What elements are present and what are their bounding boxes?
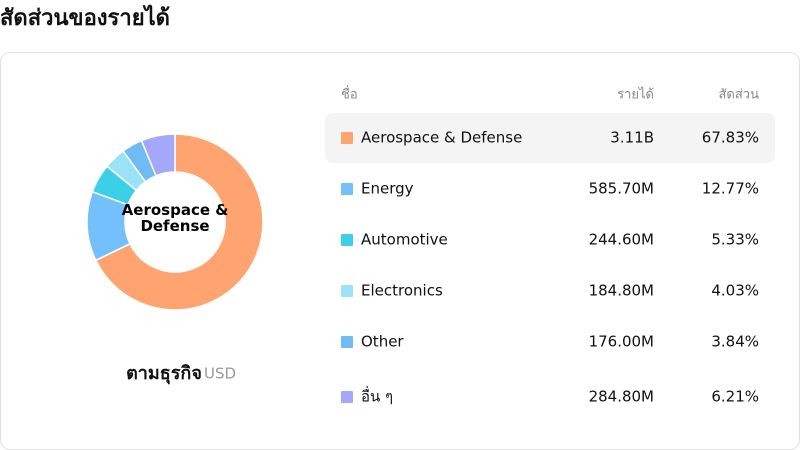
row-share: 6.21% xyxy=(711,388,759,406)
row-revenue: 3.11B xyxy=(610,129,654,147)
row-share: 4.03% xyxy=(711,282,759,300)
legend-swatch xyxy=(341,336,353,348)
row-revenue: 244.60M xyxy=(589,231,654,249)
row-name: Automotive xyxy=(361,231,448,249)
center-label: Aerospace & Defense xyxy=(121,201,229,235)
row-share: 3.84% xyxy=(711,333,759,351)
row-revenue: 585.70M xyxy=(589,180,654,198)
column-header: รายได้ xyxy=(617,87,654,103)
row-name: Aerospace & Defense xyxy=(361,129,522,147)
column-header: สัดส่วน xyxy=(719,88,760,103)
row-name: อื่น ๆ xyxy=(361,386,393,406)
row-revenue: 184.80M xyxy=(589,282,654,300)
slice xyxy=(140,133,176,177)
legend-swatch xyxy=(341,391,353,403)
slice xyxy=(94,133,264,311)
legend-swatch xyxy=(341,285,353,297)
legend-swatch xyxy=(341,132,353,144)
row-revenue: 176.00M xyxy=(589,333,654,351)
column-header: ชื่อ xyxy=(341,86,358,103)
legend-swatch xyxy=(341,183,353,195)
legend-swatch xyxy=(341,234,353,246)
row-revenue: 284.80M xyxy=(589,388,654,406)
row-name: Energy xyxy=(361,180,414,198)
page-title: สัดส่วนของรายได้ xyxy=(0,6,170,31)
subtitle: ตามธุรกิจ xyxy=(126,363,202,385)
row-name: Electronics xyxy=(361,282,443,300)
row-highlight xyxy=(325,113,775,163)
row-name: Other xyxy=(361,333,404,351)
row-share: 5.33% xyxy=(711,231,759,249)
row-share: 12.77% xyxy=(702,180,759,198)
unit: USD xyxy=(204,365,236,383)
row-share: 67.83% xyxy=(702,129,759,147)
